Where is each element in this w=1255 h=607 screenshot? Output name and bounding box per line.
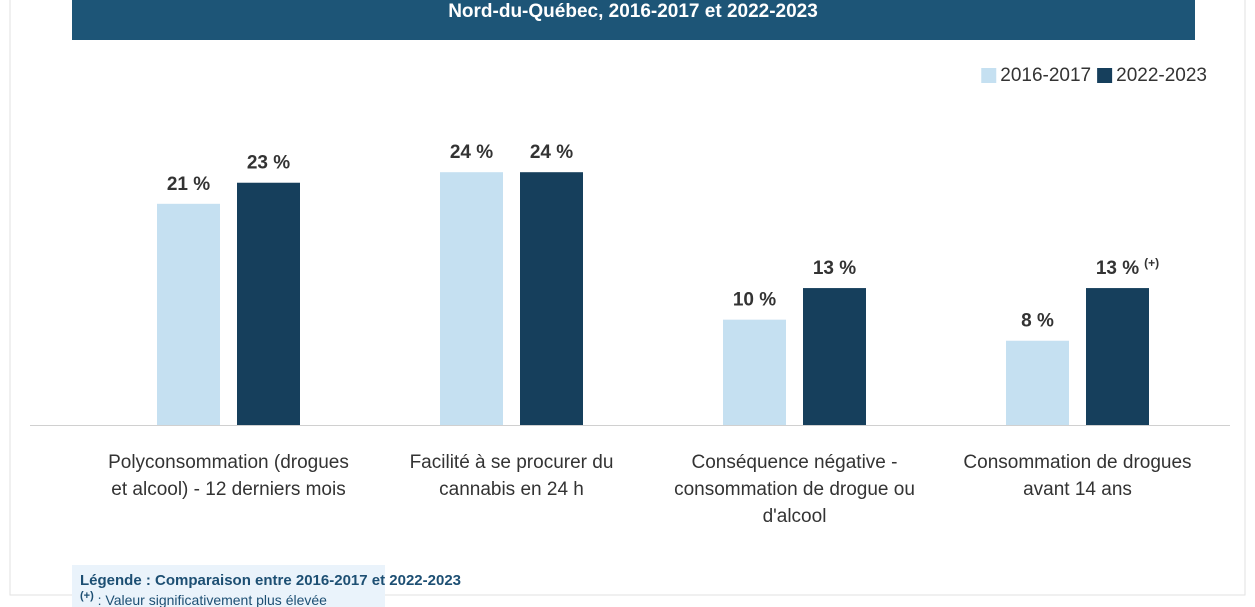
x-tick-label: Facilité à se procurer du (410, 452, 614, 473)
x-tick-label: Consommation de drogues (963, 452, 1191, 473)
title-bar (72, 0, 1195, 40)
bar (803, 288, 866, 425)
value-label: 13 % (813, 258, 856, 279)
bar (723, 319, 786, 425)
note-symbol: (+) (80, 590, 94, 602)
value-text: 13 % (1096, 258, 1139, 279)
x-tick-label: consommation de drogue ou (674, 479, 915, 500)
note-text: (+) : Valeur significativement plus élev… (80, 590, 327, 607)
bar (440, 172, 503, 425)
value-label: 13 % (+) (1096, 256, 1159, 279)
value-label: 24 % (450, 142, 493, 163)
value-text: 10 % (733, 290, 776, 311)
x-tick-label: avant 14 ans (1023, 479, 1132, 500)
note-desc: : Valeur significativement plus élevée (94, 592, 327, 607)
value-label: 24 % (530, 142, 573, 163)
x-tick-label: Polyconsommation (drogues (108, 452, 349, 473)
chart-title: Nord-du-Québec, 2016-2017 et 2022-2023 (448, 1, 818, 22)
value-label: 8 % (1021, 311, 1054, 332)
legend-swatch (981, 68, 997, 83)
value-text: 13 % (813, 258, 856, 279)
value-text: 21 % (167, 174, 210, 195)
value-text: 24 % (450, 142, 493, 163)
note-title: Légende : Comparaison entre 2016-2017 et… (80, 572, 461, 589)
legend-label: 2022-2023 (1116, 65, 1207, 86)
bar (1006, 340, 1069, 425)
x-tick-label: cannabis en 24 h (439, 479, 584, 500)
legend-swatch (1097, 68, 1113, 83)
value-label: 10 % (733, 290, 776, 311)
x-tick-label: Conséquence négative - (692, 452, 898, 473)
value-text: 23 % (247, 153, 290, 174)
value-label: 23 % (247, 153, 290, 174)
value-text: 24 % (530, 142, 573, 163)
note-box (72, 565, 385, 607)
x-tick-label: d'alcool (763, 506, 827, 527)
frame (9, 0, 1246, 596)
value-label: 21 % (167, 174, 210, 195)
legend-label: 2016-2017 (1000, 65, 1091, 86)
bar (1086, 288, 1149, 425)
bar (520, 172, 583, 425)
x-tick-label: et alcool) - 12 derniers mois (111, 479, 345, 500)
value-flag: (+) (1144, 256, 1159, 270)
value-text: 8 % (1021, 311, 1054, 332)
bar (237, 182, 300, 425)
bar (157, 203, 220, 425)
